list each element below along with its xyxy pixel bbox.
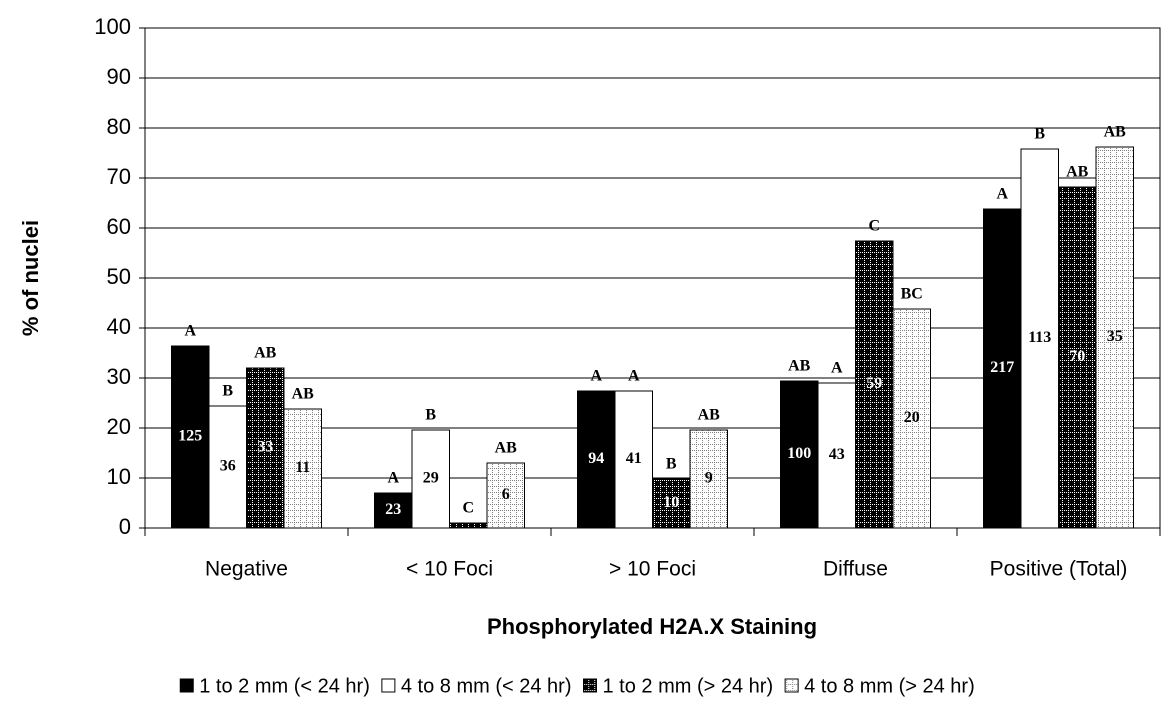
y-tick-label: 50 <box>107 264 131 289</box>
bar <box>1095 146 1134 529</box>
bar <box>486 462 525 529</box>
bar <box>1058 186 1097 529</box>
legend: 1 to 2 mm (< 24 hr) 4 to 8 mm (< 24 hr) 1 … <box>179 675 975 697</box>
significance-letter: A <box>387 470 399 487</box>
significance-letter: AB <box>254 345 277 362</box>
legend-label: 4 to 8 mm (< 24 hr) <box>401 675 572 697</box>
count-label: 9 <box>705 470 713 487</box>
bar <box>208 405 247 529</box>
y-tick-label: 40 <box>107 314 131 339</box>
bar <box>614 390 653 529</box>
x-tick-label: Positive (Total) <box>990 558 1128 581</box>
y-tick-label: 70 <box>107 164 131 189</box>
bar <box>892 308 931 529</box>
significance-letter: BC <box>901 286 923 303</box>
bar <box>983 208 1022 529</box>
bar <box>449 522 488 529</box>
count-label: 23 <box>385 501 401 518</box>
significance-letter: C <box>462 500 474 517</box>
count-label: 33 <box>257 439 273 456</box>
legend-swatch <box>583 678 597 693</box>
significance-letter: A <box>628 368 640 385</box>
bar <box>780 380 819 529</box>
legend-swatch <box>784 678 799 693</box>
x-axis-title: Phosphorylated H2A.X Staining <box>487 614 817 639</box>
bar <box>855 240 894 529</box>
count-label: 113 <box>1028 329 1051 346</box>
bar <box>1020 148 1059 529</box>
significance-letter: B <box>222 383 233 400</box>
significance-letter: AB <box>698 407 721 424</box>
count-label: 29 <box>423 470 439 487</box>
significance-letter: AB <box>1104 124 1127 141</box>
significance-letter: A <box>184 323 196 340</box>
y-tick-label: 0 <box>119 514 131 539</box>
count-label: 125 <box>178 428 202 445</box>
y-axis-title: % of nuclei <box>18 220 43 336</box>
significance-letter: A <box>996 186 1008 203</box>
significance-letter: AB <box>788 358 811 375</box>
y-tick-label: 60 <box>107 214 131 239</box>
count-label: 11 <box>295 459 310 476</box>
count-label: 6 <box>502 486 510 503</box>
count-label: 94 <box>588 450 604 467</box>
y-tick-label: 80 <box>107 114 131 139</box>
legend-label: 1 to 2 mm (< 24 hr) <box>199 675 370 697</box>
x-tick-label: < 10 Foci <box>406 558 493 581</box>
y-tick-label: 100 <box>94 14 131 39</box>
bar <box>283 408 322 529</box>
bar <box>411 429 450 529</box>
y-tick-label: 10 <box>107 464 131 489</box>
bar <box>171 345 210 529</box>
x-tick-label: Diffuse <box>823 558 888 581</box>
count-label: 100 <box>787 445 811 462</box>
x-tick-label: > 10 Foci <box>609 558 696 581</box>
legend-label: 4 to 8 mm (> 24 hr) <box>804 675 975 697</box>
significance-letter: B <box>425 407 436 424</box>
count-label: 41 <box>626 450 642 467</box>
count-label: 43 <box>829 446 845 463</box>
count-label: 217 <box>990 359 1014 376</box>
count-label: 36 <box>220 458 236 475</box>
count-label: 70 <box>1069 348 1085 365</box>
significance-letter: B <box>666 456 677 473</box>
count-label: 10 <box>663 494 679 511</box>
bar <box>817 382 856 529</box>
significance-letter: A <box>590 368 602 385</box>
significance-letter: AB <box>292 386 315 403</box>
legend-swatch <box>179 678 194 693</box>
bar <box>689 429 728 529</box>
count-label: 20 <box>904 409 920 426</box>
count-label: 35 <box>1107 328 1123 345</box>
y-tick-label: 30 <box>107 364 131 389</box>
bar <box>374 492 413 529</box>
legend-label: 1 to 2 mm (> 24 hr) <box>603 675 774 697</box>
y-tick-label: 20 <box>107 414 131 439</box>
significance-letter: B <box>1034 126 1045 143</box>
significance-letter: AB <box>1066 164 1089 181</box>
significance-letter: C <box>868 218 880 235</box>
count-label: 59 <box>866 375 882 392</box>
legend-swatch <box>381 678 396 693</box>
significance-letter: A <box>831 360 843 377</box>
significance-letter: AB <box>495 440 518 457</box>
x-tick-label: Negative <box>205 558 288 581</box>
y-tick-label: 90 <box>107 64 131 89</box>
